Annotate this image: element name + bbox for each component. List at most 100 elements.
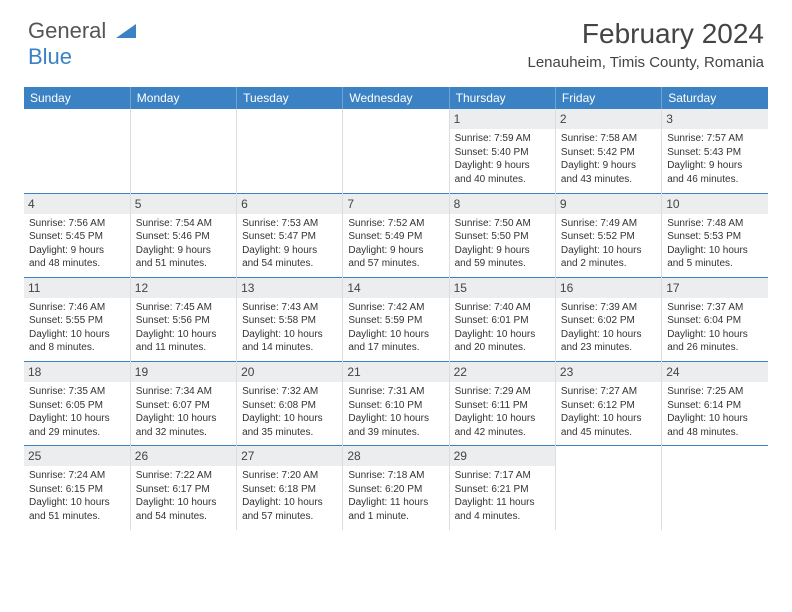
cell-line: Sunrise: 7:24 AM: [29, 469, 125, 483]
cell-line: and 40 minutes.: [455, 173, 550, 187]
calendar-cell: 15Sunrise: 7:40 AMSunset: 6:01 PMDayligh…: [449, 277, 555, 361]
logo-line1: General: [28, 18, 106, 43]
calendar-cell: 16Sunrise: 7:39 AMSunset: 6:02 PMDayligh…: [555, 277, 661, 361]
calendar-cell: 3Sunrise: 7:57 AMSunset: 5:43 PMDaylight…: [662, 109, 768, 193]
day-number: 8: [450, 194, 555, 214]
day-number: 29: [450, 446, 555, 466]
day-number: 7: [343, 194, 448, 214]
cell-line: and 48 minutes.: [667, 426, 763, 440]
cell-line: Daylight: 9 hours: [455, 159, 550, 173]
calendar-cell: [130, 109, 236, 193]
day-number: 1: [450, 109, 555, 129]
cell-line: and 46 minutes.: [667, 173, 763, 187]
cell-line: Daylight: 10 hours: [455, 328, 550, 342]
triangle-icon: [116, 18, 136, 43]
cell-line: Sunset: 5:50 PM: [455, 230, 550, 244]
cell-line: and 42 minutes.: [455, 426, 550, 440]
calendar-cell: 6Sunrise: 7:53 AMSunset: 5:47 PMDaylight…: [237, 193, 343, 277]
calendar-cell: 5Sunrise: 7:54 AMSunset: 5:46 PMDaylight…: [130, 193, 236, 277]
day-number: 25: [24, 446, 130, 466]
cell-line: Daylight: 10 hours: [136, 328, 231, 342]
cell-line: Sunrise: 7:31 AM: [348, 385, 443, 399]
cell-line: Daylight: 10 hours: [348, 412, 443, 426]
cell-line: Sunset: 5:59 PM: [348, 314, 443, 328]
cell-line: Daylight: 10 hours: [561, 328, 656, 342]
cell-line: Sunset: 6:10 PM: [348, 399, 443, 413]
calendar-cell: 8 Sunrise: 7:50 AMSunset: 5:50 PMDaylight…: [449, 193, 555, 277]
cell-line: and 32 minutes.: [136, 426, 231, 440]
calendar-cell: 4 Sunrise: 7:56 AMSunset: 5:45 PMDaylight…: [24, 193, 130, 277]
calendar-cell: 22Sunrise: 7:29 AMSunset: 6:11 PMDayligh…: [449, 361, 555, 445]
cell-line: Sunset: 6:02 PM: [561, 314, 656, 328]
cell-line: and 4 minutes.: [455, 510, 550, 524]
calendar-cell: 19Sunrise: 7:34 AMSunset: 6:07 PMDayligh…: [130, 361, 236, 445]
calendar-cell: [555, 446, 661, 530]
day-number: 14: [343, 278, 448, 298]
calendar-cell: 11Sunrise: 7:46 AMSunset: 5:55 PMDayligh…: [24, 277, 130, 361]
cell-line: Sunrise: 7:22 AM: [136, 469, 231, 483]
calendar-cell: 24Sunrise: 7:25 AMSunset: 6:14 PMDayligh…: [662, 361, 768, 445]
cell-line: Sunset: 6:04 PM: [667, 314, 763, 328]
cell-line: and 5 minutes.: [667, 257, 763, 271]
cell-line: Daylight: 10 hours: [136, 496, 231, 510]
calendar-row: 1Sunrise: 7:59 AMSunset: 5:40 PMDaylight…: [24, 109, 768, 193]
calendar-cell: [237, 109, 343, 193]
cell-line: Sunrise: 7:42 AM: [348, 301, 443, 315]
day-number: 17: [662, 278, 768, 298]
cell-line: Sunrise: 7:49 AM: [561, 217, 656, 231]
day-header: Saturday: [662, 87, 768, 109]
cell-line: Sunrise: 7:20 AM: [242, 469, 337, 483]
day-number: 23: [556, 362, 661, 382]
cell-line: Daylight: 10 hours: [29, 412, 125, 426]
calendar-row: 11Sunrise: 7:46 AMSunset: 5:55 PMDayligh…: [24, 277, 768, 361]
cell-line: and 54 minutes.: [242, 257, 337, 271]
cell-line: Sunrise: 7:56 AM: [29, 217, 125, 231]
calendar-cell: 25Sunrise: 7:24 AMSunset: 6:15 PMDayligh…: [24, 446, 130, 530]
cell-line: and 14 minutes.: [242, 341, 337, 355]
cell-line: Sunrise: 7:27 AM: [561, 385, 656, 399]
cell-line: Daylight: 10 hours: [561, 244, 656, 258]
calendar-cell: [343, 109, 449, 193]
calendar-cell: [24, 109, 130, 193]
cell-line: and 20 minutes.: [455, 341, 550, 355]
day-header: Monday: [130, 87, 236, 109]
day-number: 26: [131, 446, 236, 466]
cell-line: Sunset: 5:45 PM: [29, 230, 125, 244]
calendar-row: 25Sunrise: 7:24 AMSunset: 6:15 PMDayligh…: [24, 446, 768, 530]
cell-line: Sunrise: 7:54 AM: [136, 217, 231, 231]
cell-line: Daylight: 10 hours: [29, 328, 125, 342]
cell-line: Sunset: 5:42 PM: [561, 146, 656, 160]
cell-line: Sunset: 5:58 PM: [242, 314, 337, 328]
calendar-cell: 21 Sunrise: 7:31 AMSunset: 6:10 PMDayligh…: [343, 361, 449, 445]
day-number: 5: [131, 194, 236, 214]
cell-line: Sunset: 5:49 PM: [348, 230, 443, 244]
cell-line: Sunset: 6:05 PM: [29, 399, 125, 413]
cell-line: Sunset: 5:55 PM: [29, 314, 125, 328]
day-number: 16: [556, 278, 661, 298]
day-number: 4: [24, 194, 130, 214]
cell-line: Daylight: 9 hours: [29, 244, 125, 258]
cell-line: Daylight: 10 hours: [667, 412, 763, 426]
cell-line: Sunset: 5:46 PM: [136, 230, 231, 244]
calendar-cell: 26Sunrise: 7:22 AMSunset: 6:17 PMDayligh…: [130, 446, 236, 530]
day-number: 21: [343, 362, 448, 382]
cell-line: Daylight: 9 hours: [455, 244, 550, 258]
cell-line: Sunset: 5:56 PM: [136, 314, 231, 328]
calendar-cell: 9Sunrise: 7:49 AMSunset: 5:52 PMDaylight…: [555, 193, 661, 277]
cell-line: Sunrise: 7:52 AM: [348, 217, 443, 231]
calendar-body: 1Sunrise: 7:59 AMSunset: 5:40 PMDaylight…: [24, 109, 768, 530]
calendar-row: 4Sunrise: 7:56 AMSunset: 5:45 PMDaylight…: [24, 193, 768, 277]
cell-line: Daylight: 11 hours: [348, 496, 443, 510]
calendar: SundayMondayTuesdayWednesdayThursdayFrid…: [24, 87, 768, 530]
cell-line: and 2 minutes.: [561, 257, 656, 271]
cell-line: Sunset: 5:47 PM: [242, 230, 337, 244]
cell-line: Sunrise: 7:50 AM: [455, 217, 550, 231]
cell-line: Sunset: 6:11 PM: [455, 399, 550, 413]
cell-line: Sunset: 6:01 PM: [455, 314, 550, 328]
cell-line: Sunrise: 7:45 AM: [136, 301, 231, 315]
day-number: 27: [237, 446, 342, 466]
cell-line: Sunset: 6:08 PM: [242, 399, 337, 413]
day-header: Wednesday: [343, 87, 449, 109]
calendar-cell: 29Sunrise: 7:17 AMSunset: 6:21 PMDayligh…: [449, 446, 555, 530]
calendar-cell: 18Sunrise: 7:35 AMSunset: 6:05 PMDayligh…: [24, 361, 130, 445]
